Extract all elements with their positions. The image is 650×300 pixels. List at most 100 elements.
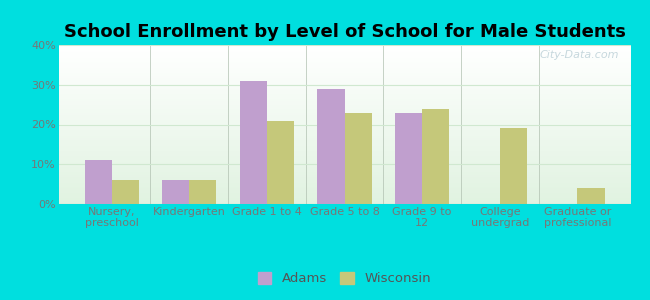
Bar — [58, 86, 630, 87]
Bar — [58, 190, 630, 191]
Bar — [58, 82, 630, 83]
Bar — [58, 148, 630, 149]
Bar — [58, 203, 630, 204]
Bar — [58, 104, 630, 105]
Bar — [58, 124, 630, 125]
Bar — [58, 172, 630, 173]
Text: City-Data.com: City-Data.com — [540, 50, 619, 60]
Bar — [58, 56, 630, 57]
Bar — [58, 200, 630, 201]
Bar — [58, 201, 630, 202]
Bar — [58, 63, 630, 64]
Bar — [112, 180, 139, 204]
Bar — [58, 173, 630, 174]
Bar — [58, 174, 630, 175]
Bar — [58, 158, 630, 159]
Bar — [58, 194, 630, 195]
Bar — [395, 112, 422, 204]
Bar — [58, 161, 630, 162]
Bar — [58, 197, 630, 198]
Bar — [58, 147, 630, 148]
Bar — [58, 111, 630, 112]
Bar — [58, 168, 630, 169]
Bar — [58, 138, 630, 139]
Bar — [58, 159, 630, 160]
Legend: Adams, Wisconsin: Adams, Wisconsin — [253, 266, 436, 290]
Bar — [58, 142, 630, 143]
Bar — [58, 119, 630, 120]
Bar — [58, 108, 630, 109]
Bar — [58, 146, 630, 147]
Bar — [58, 149, 630, 150]
Bar — [58, 83, 630, 84]
Bar — [58, 151, 630, 152]
Bar — [58, 126, 630, 127]
Bar — [58, 45, 630, 46]
Bar — [58, 65, 630, 66]
Bar — [58, 90, 630, 91]
Bar — [58, 71, 630, 72]
Bar — [58, 72, 630, 73]
Bar — [58, 60, 630, 61]
Bar — [58, 131, 630, 132]
Bar — [58, 189, 630, 190]
Title: School Enrollment by Level of School for Male Students: School Enrollment by Level of School for… — [64, 23, 625, 41]
Bar — [58, 170, 630, 171]
Bar — [58, 180, 630, 181]
Bar — [58, 130, 630, 131]
Bar — [58, 59, 630, 60]
Bar — [58, 154, 630, 155]
Bar — [58, 177, 630, 178]
Bar — [58, 91, 630, 92]
Bar — [58, 77, 630, 78]
Bar — [58, 48, 630, 49]
Bar — [58, 102, 630, 103]
Bar — [58, 85, 630, 86]
Bar — [58, 96, 630, 97]
Bar — [58, 163, 630, 164]
Bar — [58, 101, 630, 102]
Bar — [58, 169, 630, 170]
Bar — [58, 109, 630, 110]
Bar — [58, 76, 630, 77]
Bar — [58, 54, 630, 55]
Bar — [58, 118, 630, 119]
Bar — [58, 184, 630, 185]
Bar — [422, 109, 449, 204]
Bar — [58, 198, 630, 199]
Bar — [58, 153, 630, 154]
Bar — [58, 128, 630, 129]
Bar — [58, 81, 630, 82]
Bar — [58, 53, 630, 54]
Bar — [58, 181, 630, 182]
Bar — [58, 179, 630, 180]
Bar — [58, 167, 630, 168]
Bar — [317, 89, 344, 204]
Bar — [58, 164, 630, 165]
Bar — [58, 70, 630, 71]
Bar — [58, 188, 630, 189]
Bar — [58, 141, 630, 142]
Bar — [58, 132, 630, 133]
Bar — [162, 180, 189, 204]
Bar — [58, 78, 630, 79]
Bar — [58, 187, 630, 188]
Bar — [58, 112, 630, 113]
Bar — [58, 196, 630, 197]
Bar — [58, 143, 630, 144]
Bar — [58, 192, 630, 193]
Bar — [58, 100, 630, 101]
Bar — [58, 51, 630, 52]
Bar — [58, 105, 630, 106]
Bar — [58, 87, 630, 88]
Bar — [577, 188, 605, 204]
Bar — [58, 140, 630, 141]
Bar — [58, 58, 630, 59]
Bar — [58, 113, 630, 114]
Bar — [58, 92, 630, 93]
Bar — [58, 123, 630, 124]
Bar — [58, 129, 630, 130]
Bar — [58, 49, 630, 50]
Bar — [58, 55, 630, 56]
Bar — [58, 88, 630, 89]
